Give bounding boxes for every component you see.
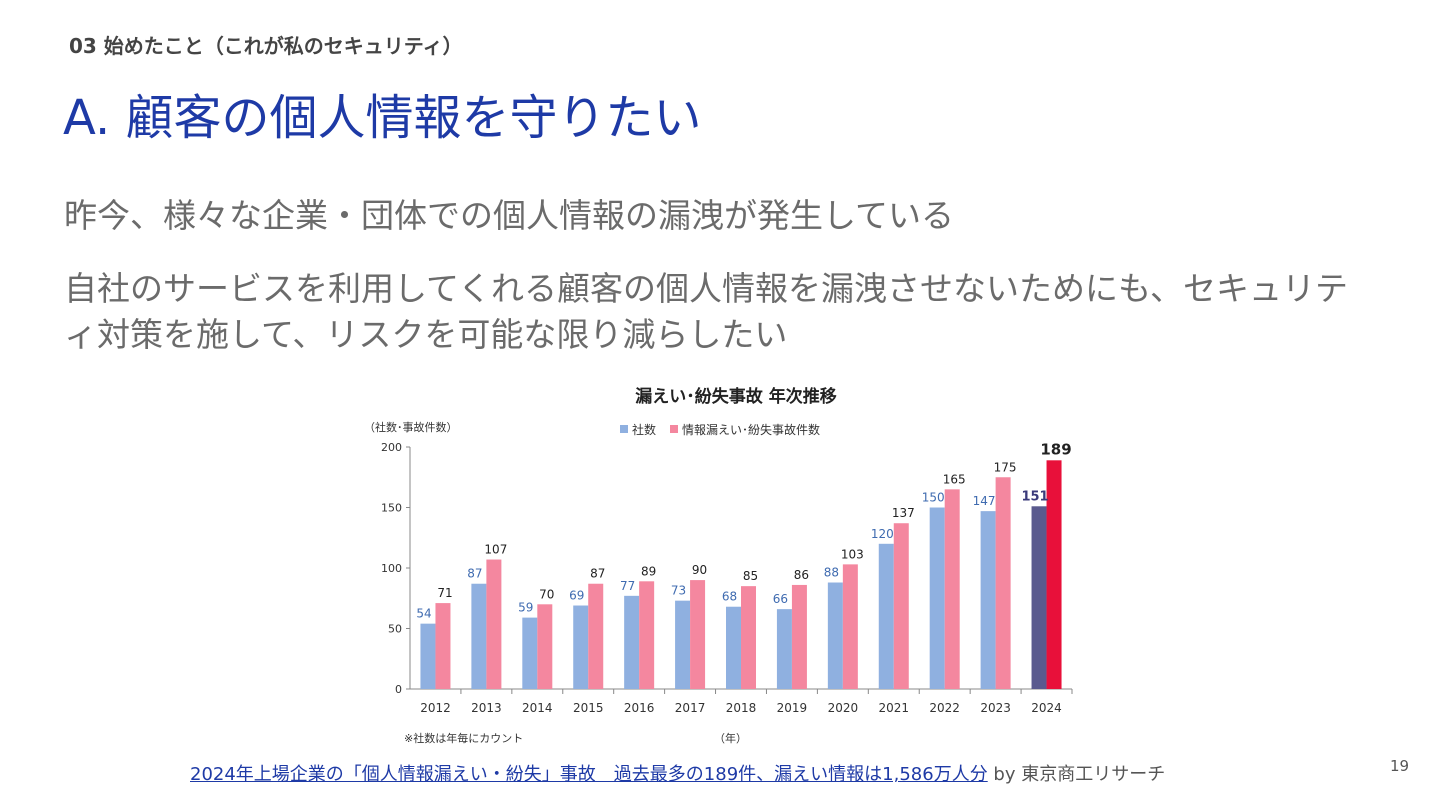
- data-label-incidents: 86: [794, 568, 809, 582]
- bar-incidents: [588, 583, 604, 689]
- data-label-companies: 120: [871, 527, 894, 541]
- bar-incidents: [1046, 460, 1062, 689]
- data-label-incidents: 103: [841, 547, 864, 561]
- data-label-incidents: 107: [484, 543, 507, 557]
- slide-title: A. 顧客の個人情報を守りたい: [63, 90, 702, 146]
- bar-incidents: [435, 603, 451, 689]
- x-tick-label: 2017: [675, 701, 706, 715]
- data-label-companies: 147: [973, 494, 996, 508]
- bar-incidents: [741, 586, 756, 689]
- data-label-companies: 88: [824, 566, 839, 580]
- x-tick-label: 2019: [777, 701, 808, 715]
- bar-companies: [420, 623, 436, 689]
- y-tick-label: 50: [388, 623, 402, 636]
- data-label-incidents: 189: [1040, 440, 1071, 458]
- data-label-companies: 69: [569, 589, 584, 603]
- bar-companies: [1031, 506, 1047, 689]
- chart-title: 漏えい･紛失事故 年次推移: [635, 386, 836, 407]
- x-tick-label: 2015: [573, 701, 604, 715]
- chart-note: ※社数は年毎にカウント: [404, 731, 523, 745]
- page-number: 19: [1390, 757, 1410, 775]
- bar-companies: [878, 543, 894, 689]
- y-tick-label: 100: [381, 562, 402, 575]
- source-attribution: by 東京商工リサーチ: [987, 764, 1166, 785]
- legend-label-incidents: 情報漏えい･紛失事故件数: [682, 422, 820, 437]
- data-label-incidents: 137: [892, 506, 915, 520]
- data-label-incidents: 165: [943, 472, 966, 486]
- legend-swatch-companies: [620, 425, 628, 433]
- data-label-companies: 59: [518, 601, 533, 615]
- legend-swatch-incidents: [670, 425, 678, 433]
- body-paragraph-1: 昨今、様々な企業・団体での個人情報の漏洩が発生している: [64, 196, 955, 235]
- data-label-companies: 66: [773, 592, 788, 606]
- data-label-incidents: 175: [994, 460, 1017, 474]
- chart-legend: 社数 情報漏えい･紛失事故件数: [620, 422, 820, 437]
- x-tick-label: 2024: [1031, 701, 1062, 715]
- y-tick-label: 200: [381, 441, 402, 454]
- x-tick-label: 2021: [878, 701, 909, 715]
- x-tick-label: 2018: [726, 701, 757, 715]
- data-label-incidents: 87: [590, 567, 605, 581]
- x-tick-label: 2014: [522, 701, 553, 715]
- bar-incidents: [537, 604, 553, 689]
- data-label-incidents: 89: [641, 564, 656, 578]
- data-label-incidents: 85: [743, 569, 758, 583]
- x-tick-label: 2016: [624, 701, 655, 715]
- data-label-companies: 73: [671, 584, 686, 598]
- x-tick-label: 2020: [828, 701, 859, 715]
- y-tick-label: 150: [381, 502, 402, 515]
- bar-companies: [624, 595, 640, 689]
- bar-incidents: [842, 564, 858, 689]
- legend-label-companies: 社数: [632, 422, 656, 437]
- chart-y-axis-label: （社数･事故件数）: [364, 420, 458, 434]
- bar-incidents: [944, 489, 960, 689]
- data-label-companies: 87: [467, 567, 482, 581]
- source-footer: 2024年上場企業の「個人情報漏えい・紛失」事故 過去最多の189件、漏えい情報…: [190, 760, 1165, 786]
- data-label-companies: 151: [1021, 489, 1048, 504]
- bar-incidents: [791, 584, 807, 689]
- bar-incidents: [893, 523, 909, 689]
- bar-companies: [980, 511, 996, 689]
- bar-companies: [675, 600, 691, 689]
- bar-incidents: [639, 581, 655, 689]
- data-label-companies: 150: [922, 491, 945, 505]
- bar-companies: [776, 609, 792, 689]
- bar-companies: [471, 583, 487, 689]
- bar-companies: [929, 507, 945, 689]
- data-label-incidents: 90: [692, 563, 707, 577]
- bar-incidents: [486, 559, 502, 689]
- body-paragraph-2: 自社のサービスを利用してくれる顧客の個人情報を漏洩させないためにも、セキュリティ…: [64, 269, 1349, 354]
- data-label-incidents: 71: [437, 586, 452, 600]
- data-label-incidents: 70: [539, 587, 554, 601]
- bar-companies: [522, 617, 538, 689]
- chart-x-axis-label: （年）: [714, 731, 747, 745]
- bar-companies: [827, 582, 843, 689]
- section-label: 03 始めたこと（これが私のセキュリティ）: [69, 34, 463, 58]
- x-tick-label: 2023: [980, 701, 1011, 715]
- bar-companies: [726, 606, 741, 689]
- data-label-companies: 54: [416, 607, 431, 621]
- bar-incidents: [690, 580, 706, 689]
- leak-incident-bar-chart: 漏えい･紛失事故 年次推移 （社数･事故件数） 社数 情報漏えい･紛失事故件数 …: [364, 386, 1073, 745]
- x-tick-label: 2013: [471, 701, 502, 715]
- x-tick-label: 2012: [420, 701, 451, 715]
- bar-companies: [573, 605, 589, 689]
- x-tick-label: 2022: [929, 701, 960, 715]
- data-label-companies: 68: [722, 590, 737, 604]
- bar-incidents: [995, 477, 1011, 689]
- y-tick-label: 0: [395, 683, 402, 696]
- source-article-link[interactable]: 2024年上場企業の「個人情報漏えい・紛失」事故 過去最多の189件、漏えい情報…: [190, 764, 988, 785]
- data-label-companies: 77: [620, 579, 635, 593]
